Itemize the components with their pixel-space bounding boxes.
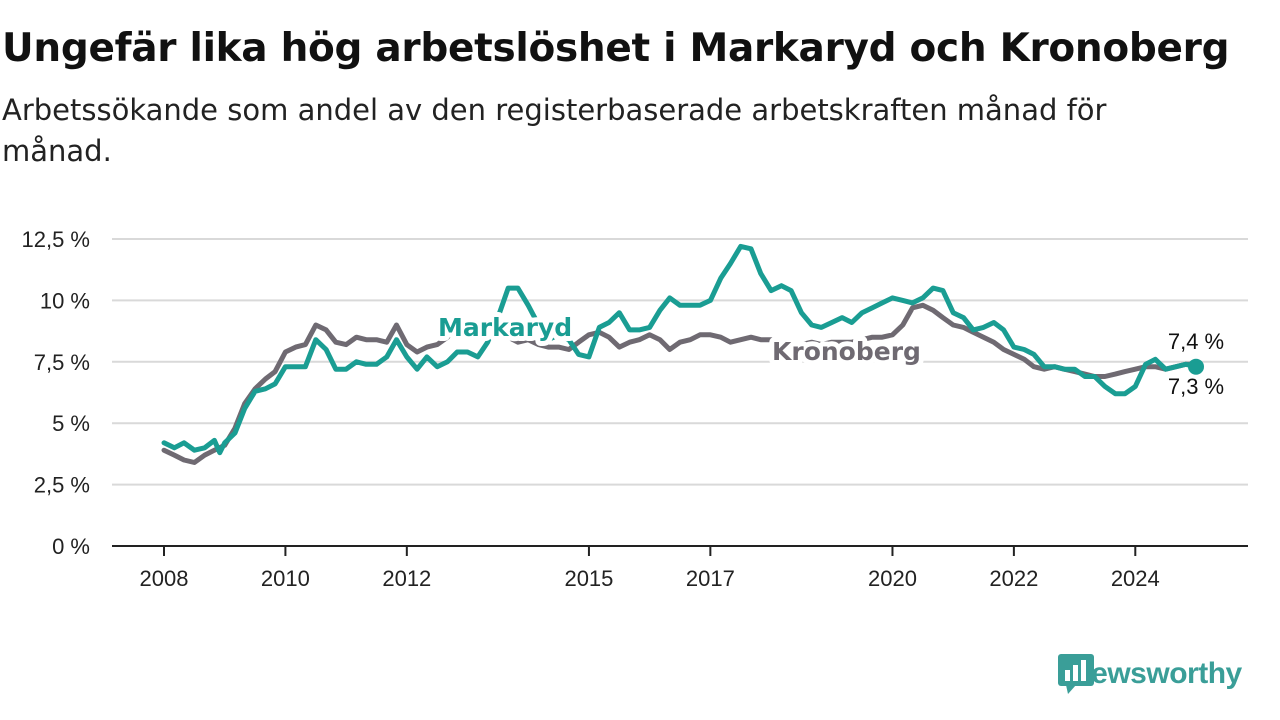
- newsworthy-logo: Newsworthy: [1058, 654, 1242, 694]
- y-tick-label: 2,5 %: [34, 473, 90, 498]
- x-tick-label: 2012: [382, 566, 431, 591]
- series-label-kronoberg-halo: Kronoberg: [772, 337, 921, 366]
- series-label-markaryd: Markaryd: [438, 313, 572, 342]
- series-label-kronoberg: Kronoberg: [772, 337, 921, 366]
- x-tick-label: 2008: [140, 566, 189, 591]
- series-line-kronoberg: [161, 302, 1199, 465]
- chart-title: Ungefär lika hög arbetslöshet i Markaryd…: [2, 26, 1230, 71]
- series-lines: [161, 243, 1204, 465]
- y-axis-ticks: 0 % 2,5 % 5 % 7,5 % 10 % 12,5 %: [22, 227, 91, 559]
- y-tick-label: 5 %: [52, 411, 90, 436]
- x-tick-label: 2024: [1111, 566, 1160, 591]
- y-tick-label: 0 %: [52, 534, 90, 559]
- chart-subtitle: Arbetssökande som andel av den registerb…: [2, 93, 1107, 168]
- end-label-kronoberg: 7,4 %: [1168, 329, 1224, 354]
- x-tick-label: 2010: [261, 566, 310, 591]
- end-point-markaryd: [1188, 358, 1204, 375]
- x-tick-label: 2020: [868, 566, 917, 591]
- series-line-markaryd: [161, 243, 1199, 456]
- x-tick-label: 2022: [989, 566, 1038, 591]
- x-tick-label: 2017: [686, 566, 735, 591]
- x-axis-ticks: 2008 2010 2012 2015 2017 2020 2022 2024: [140, 546, 1160, 591]
- brand-name: Newsworthy: [1070, 657, 1242, 690]
- y-tick-label: 7,5 %: [34, 350, 90, 375]
- gridlines: [112, 238, 1248, 547]
- y-tick-label: 12,5 %: [22, 227, 91, 252]
- bar-chart-speech-bubble-icon: [1058, 654, 1094, 694]
- y-tick-label: 10 %: [40, 288, 90, 313]
- end-label-markaryd: 7,3 %: [1168, 374, 1224, 399]
- x-tick-label: 2015: [564, 566, 613, 591]
- series-label-markaryd-halo: Markaryd: [438, 313, 572, 342]
